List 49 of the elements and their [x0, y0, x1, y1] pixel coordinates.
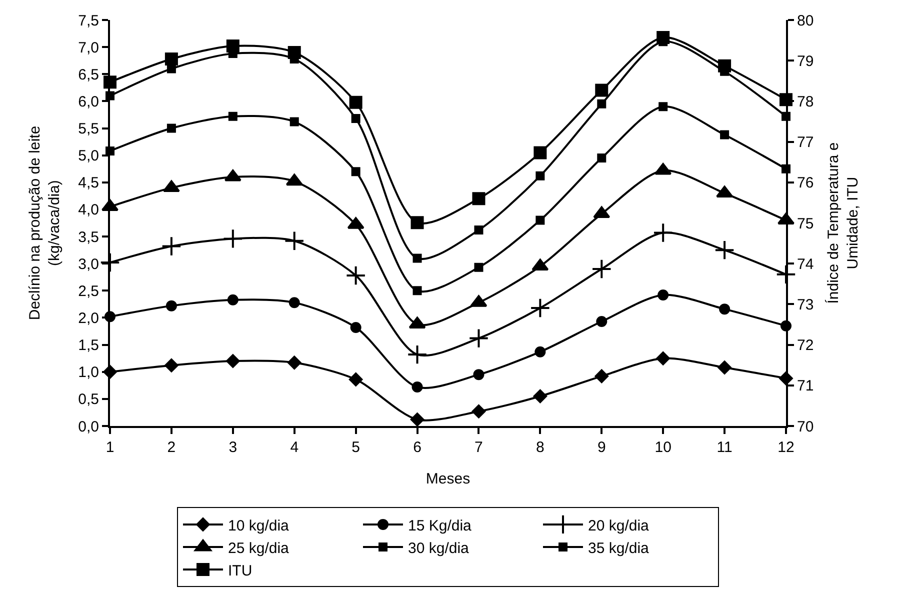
- legend-label: 20 kg/dia: [588, 517, 650, 534]
- legend-label: 35 kg/dia: [588, 540, 650, 557]
- x-tick-label: 6: [413, 439, 422, 456]
- y2-tick-label: 71: [797, 378, 814, 395]
- y-tick-label: 6,5: [78, 66, 99, 84]
- x-axis-title: Meses: [426, 470, 470, 488]
- y-tick-label: 1,5: [78, 337, 99, 354]
- x-tick-label: 3: [228, 439, 238, 456]
- y-tick-label: 7,5: [78, 12, 99, 30]
- y2-tick-label: 70: [797, 418, 814, 436]
- x-tick-label: 12: [778, 439, 794, 456]
- x-tick-label: 1: [106, 439, 114, 456]
- x-tick-label: 2: [167, 439, 176, 456]
- x-tick-label: 5: [352, 439, 360, 456]
- y2-axis-title: Índice de Temperatura e Umidade, ITU: [824, 142, 862, 304]
- y-tick-label: 1,0: [78, 364, 99, 382]
- y-tick-label: 2,5: [78, 282, 99, 300]
- legend-label: 10 kg/dia: [228, 517, 290, 534]
- y2-tick-label: 75: [797, 215, 814, 232]
- legend-label: 15 Kg/dia: [408, 517, 472, 534]
- x-tick-label: 9: [597, 439, 606, 456]
- x-tick-label: 10: [654, 439, 672, 456]
- y-tick-label: 3,0: [78, 256, 99, 273]
- y2-tick-label: 73: [797, 296, 814, 314]
- y-tick-label: 7,0: [78, 39, 99, 56]
- y2-tick-label: 77: [797, 134, 814, 152]
- legend-label: ITU: [228, 562, 252, 580]
- y-tick-label: 0,5: [78, 391, 99, 408]
- y-tick-label: 3,5: [78, 228, 99, 246]
- y-tick-label: 4,0: [78, 202, 99, 219]
- x-tick-label: 8: [536, 439, 544, 456]
- x-tick-label: 11: [716, 439, 732, 456]
- y-tick-label: 5,5: [78, 120, 99, 138]
- y2-tick-label: 79: [797, 52, 814, 70]
- y-tick-label: 0,0: [78, 418, 99, 436]
- y2-tick-label: 76: [797, 174, 814, 192]
- legend-label: 30 kg/dia: [408, 540, 470, 557]
- y-tick-label: 6,0: [78, 93, 99, 110]
- y2-tick-label: 74: [797, 256, 814, 273]
- y-tick-label: 5,0: [78, 148, 99, 165]
- y-tick-label: 4,5: [78, 174, 99, 192]
- y2-tick-label: 80: [797, 12, 814, 30]
- legend-label: 25 kg/dia: [228, 540, 290, 557]
- y-tick-label: 2,0: [78, 310, 99, 327]
- y-axis-title: Declínio na produção de leite (kg/vaca/dia): [26, 126, 63, 320]
- y2-tick-label: 78: [797, 93, 814, 110]
- y2-tick-label: 72: [797, 337, 814, 354]
- x-tick-label: 4: [290, 439, 299, 456]
- x-tick-label: 7: [474, 439, 483, 456]
